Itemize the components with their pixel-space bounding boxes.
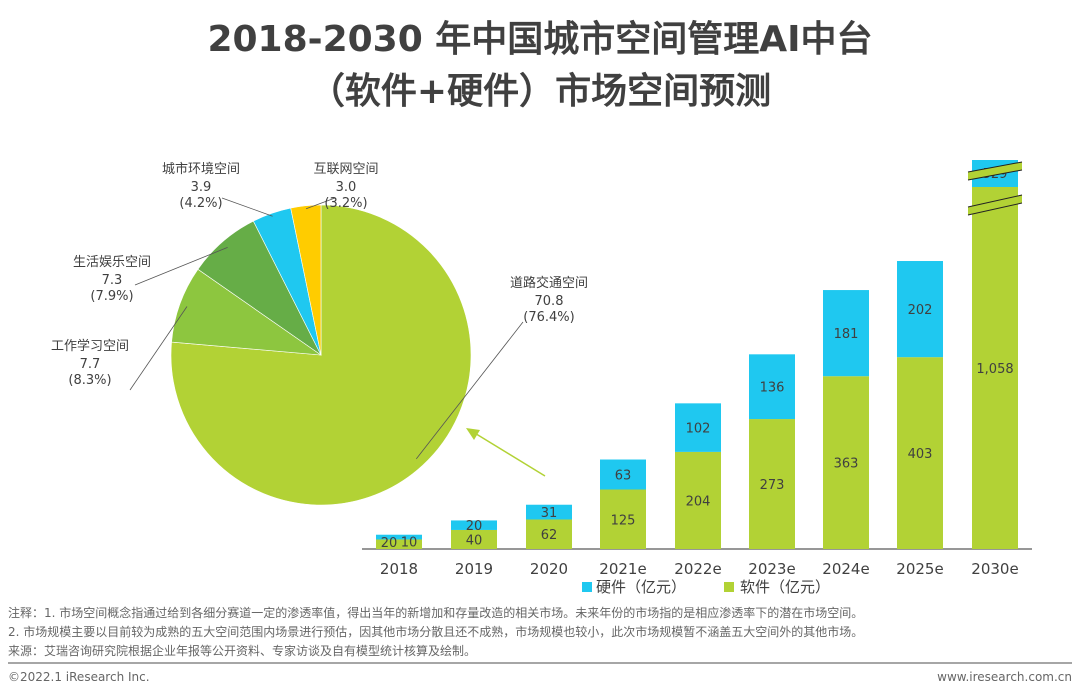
bar-label-software: 20	[381, 536, 398, 551]
bar-software	[451, 529, 497, 549]
bar-label-hardware: 136	[760, 381, 785, 396]
x-tick-label: 2021e	[599, 560, 646, 578]
bar-hardware	[823, 290, 869, 377]
axis-break-line	[967, 202, 1023, 216]
pie-leader-line	[129, 306, 188, 391]
website-url: www.iresearch.com.cn	[937, 670, 1072, 684]
pie-label-percent: (76.4%)	[523, 310, 574, 325]
pie-leader-line	[134, 247, 228, 286]
pie-label-value: 3.9	[191, 180, 212, 195]
bar-label-software: 125	[611, 513, 636, 528]
pie-leader-line	[221, 197, 273, 217]
bar-hardware	[526, 504, 572, 520]
bar-hardware	[451, 520, 497, 530]
pie-label-percent: (4.2%)	[179, 196, 222, 211]
bar-label-software: 204	[686, 494, 711, 509]
pie-label-value: 7.3	[102, 273, 123, 288]
x-tick-label: 2023e	[748, 560, 795, 578]
pie-label-percent: (7.9%)	[90, 289, 133, 304]
bar-label-software: 363	[834, 457, 859, 472]
pointer-arrowhead	[466, 428, 480, 440]
bar-label-software: 403	[908, 447, 933, 462]
pie-label-percent: (3.2%)	[324, 196, 367, 211]
source-note: 来源：艾瑞咨询研究院根据企业年报等公开资料、专家访谈及自有模型统计核算及绘制。	[8, 644, 477, 658]
axis-break-line	[967, 169, 1023, 181]
bar-label-hardware: 63	[615, 469, 632, 484]
footer-divider	[8, 662, 1072, 664]
bar-hardware	[376, 534, 422, 540]
axis-break-band	[968, 195, 1022, 215]
copyright: ©2022.1 iResearch Inc.	[8, 670, 150, 684]
chart-title-line1: 2018-2030 年中国城市空间管理AI中台	[207, 19, 873, 60]
chart-canvas: 道路交通空间 70.8(76.4%) 工作学习空间 7.7(8.3%) 生活娱乐空间 7.…	[51, 160, 1032, 596]
pie-label-name: 道路交通空间	[510, 275, 588, 291]
bar-label-software: 40	[466, 533, 483, 548]
pointer-arrow-line	[472, 431, 546, 477]
bar-label-software: 273	[760, 478, 785, 493]
legend-swatch-hardware	[582, 582, 592, 592]
pie-label-name: 工作学习空间	[51, 338, 129, 354]
pie-leader-line	[415, 321, 524, 460]
bar-software	[600, 489, 646, 549]
bar-software	[823, 376, 869, 549]
pie-label-value: 7.7	[80, 357, 101, 372]
axis-break-line	[967, 161, 1023, 173]
bar-label-hardware: 31	[541, 506, 558, 521]
bar-label-hardware: 10	[401, 536, 418, 551]
pie-slice	[290, 204, 322, 356]
x-tick-label: 2020	[530, 560, 568, 578]
chart-title-line2: （软件+硬件）市场空间预测	[308, 71, 772, 112]
legend-label-hardware: 硬件（亿元）	[596, 578, 686, 596]
note-line-1: 注释：1. 市场空间概念指通过给到各细分赛道一定的渗透率值，得出当年的新增加和存…	[8, 606, 864, 620]
bar-hardware	[675, 403, 721, 452]
legend-label-software: 软件（亿元）	[740, 578, 830, 596]
bar-software	[526, 519, 572, 549]
pie-leader-line	[305, 197, 336, 210]
bar-hardware	[897, 261, 943, 358]
x-tick-label: 2019	[455, 560, 493, 578]
x-tick-label: 2030e	[971, 560, 1018, 578]
bar-label-hardware: 202	[908, 303, 933, 318]
bar-software	[972, 187, 1018, 549]
x-tick-label: 2024e	[822, 560, 869, 578]
bar-software	[675, 451, 721, 549]
pie-label-percent: (8.3%)	[68, 373, 111, 388]
x-tick-label: 2025e	[896, 560, 943, 578]
bar-label-hardware: 20	[466, 519, 483, 534]
x-tick-label: 2018	[380, 560, 418, 578]
bar-label-software: 1,058	[976, 362, 1013, 377]
axis-break-line	[967, 194, 1023, 208]
x-tick-label: 2022e	[674, 560, 721, 578]
pie-label-value: 3.0	[336, 180, 357, 195]
pie-label-name: 生活娱乐空间	[73, 255, 151, 270]
bar-label-hardware: 102	[686, 422, 711, 437]
bar-label-hardware: 181	[834, 327, 859, 342]
bar-hardware	[749, 354, 795, 420]
bar-label-software: 62	[541, 528, 558, 543]
note-line-2: 2. 市场规模主要以目前较为成熟的五大空间范围内场景进行预估，因其他市场分散且还…	[8, 625, 864, 639]
axis-break-band	[968, 162, 1022, 180]
pie-label-name: 城市环境空间	[162, 161, 240, 177]
legend-swatch-software	[724, 582, 734, 592]
bar-hardware	[600, 459, 646, 490]
bar-software	[897, 357, 943, 549]
bar-software	[749, 419, 795, 549]
pie-label-value: 70.8	[535, 294, 564, 309]
bar-software	[376, 539, 422, 549]
pie-label-name: 互联网空间	[313, 162, 378, 177]
